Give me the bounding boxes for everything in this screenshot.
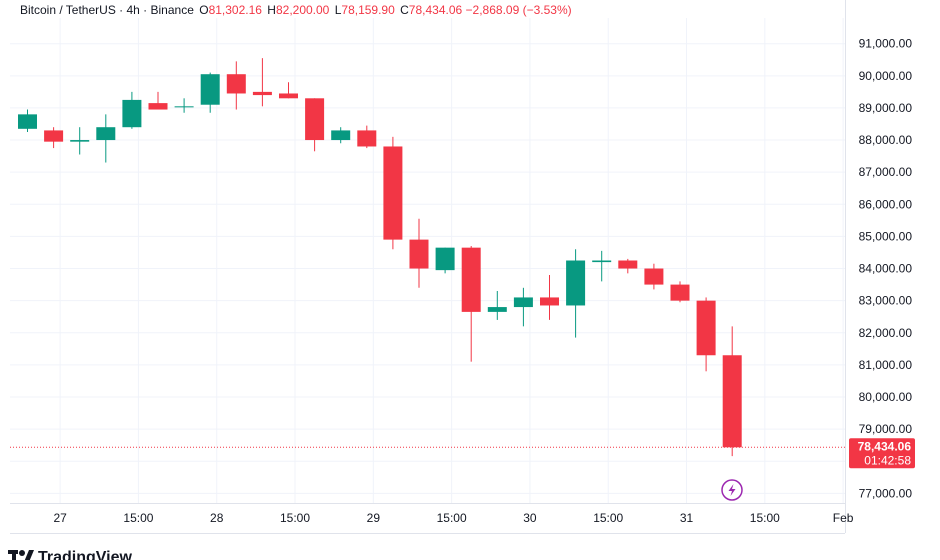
candle-body bbox=[279, 93, 298, 99]
change-value: −2,868.09 (−3.53%) bbox=[465, 3, 572, 17]
x-tick-label: 29 bbox=[367, 511, 381, 525]
tradingview-logo: TradingView bbox=[8, 548, 132, 560]
y-tick-label: 90,000.00 bbox=[859, 69, 913, 83]
candle-body bbox=[722, 355, 742, 448]
y-tick-label: 84,000.00 bbox=[859, 262, 913, 276]
candle-body bbox=[487, 307, 507, 312]
candle-body bbox=[305, 98, 325, 141]
candle-body bbox=[18, 114, 37, 129]
open-value: 81,302.16 bbox=[208, 3, 262, 17]
candle-body bbox=[174, 106, 194, 108]
last-price-badge-price: 78,434.06 bbox=[858, 439, 912, 453]
y-tick-label: 77,000.00 bbox=[859, 486, 913, 500]
symbol-legend: Bitcoin / TetherUS · 4h · Binance O81,30… bbox=[20, 2, 572, 18]
x-tick-label: 15:00 bbox=[593, 511, 623, 525]
candle-body bbox=[592, 260, 612, 263]
y-tick-label: 83,000.00 bbox=[859, 294, 913, 308]
x-tick-label: 15:00 bbox=[750, 511, 780, 525]
lightning-icon[interactable] bbox=[721, 479, 743, 501]
y-tick-label: 88,000.00 bbox=[859, 133, 913, 147]
y-tick-label: 82,000.00 bbox=[859, 326, 913, 340]
x-tick-label: 15:00 bbox=[437, 511, 467, 525]
candle-body bbox=[44, 130, 64, 142]
x-tick-label: 27 bbox=[53, 511, 67, 525]
candle-body bbox=[513, 297, 533, 308]
candle-body bbox=[540, 297, 559, 306]
candle-body bbox=[644, 268, 664, 285]
y-tick-label: 86,000.00 bbox=[859, 197, 913, 211]
candle-body bbox=[122, 99, 142, 128]
candle-body bbox=[566, 260, 586, 306]
candle-body bbox=[618, 260, 638, 269]
x-tick-label: 31 bbox=[680, 511, 694, 525]
candle-body bbox=[96, 127, 116, 141]
x-tick-label: 28 bbox=[210, 511, 224, 525]
candle-body bbox=[252, 91, 272, 96]
high-label: H bbox=[267, 3, 276, 17]
candle-body bbox=[696, 300, 716, 356]
y-tick-label: 79,000.00 bbox=[859, 422, 913, 436]
x-tick-label: 15:00 bbox=[123, 511, 153, 525]
close-value: 78,434.06 bbox=[408, 3, 463, 17]
y-tick-label: 80,000.00 bbox=[859, 390, 913, 404]
low-value: 78,159.90 bbox=[341, 3, 395, 17]
symbol-title: Bitcoin / TetherUS · 4h · Binance bbox=[20, 3, 194, 17]
candle-body bbox=[148, 103, 168, 110]
y-tick-label: 89,000.00 bbox=[859, 101, 913, 115]
high-value: 82,200.00 bbox=[275, 3, 330, 17]
close-label: C bbox=[400, 3, 409, 17]
last-price-badge-countdown: 01:42:58 bbox=[864, 453, 911, 467]
y-tick-label: 87,000.00 bbox=[859, 165, 913, 179]
x-tick-label: 15:00 bbox=[280, 511, 310, 525]
candle-body bbox=[331, 130, 351, 141]
x-tick-label: Feb bbox=[833, 511, 854, 525]
candle-body bbox=[383, 146, 403, 240]
candle-body bbox=[357, 130, 377, 147]
y-tick-label: 81,000.00 bbox=[859, 358, 913, 372]
candle-body bbox=[200, 74, 220, 105]
candle-body bbox=[435, 247, 455, 271]
y-tick-label: 85,000.00 bbox=[859, 229, 913, 243]
candle-body bbox=[409, 239, 429, 269]
tradingview-brand-text: TradingView bbox=[38, 549, 132, 560]
candle-body bbox=[670, 284, 690, 301]
x-tick-label: 30 bbox=[523, 511, 537, 525]
candle-body bbox=[226, 74, 246, 94]
y-tick-label: 91,000.00 bbox=[859, 37, 913, 51]
open-label: O bbox=[199, 3, 209, 17]
candle-body bbox=[461, 247, 481, 312]
candle-body bbox=[70, 140, 90, 142]
low-label: L bbox=[334, 3, 342, 17]
last-price-badge bbox=[849, 438, 915, 469]
tradingview-logo-icon bbox=[8, 548, 38, 560]
